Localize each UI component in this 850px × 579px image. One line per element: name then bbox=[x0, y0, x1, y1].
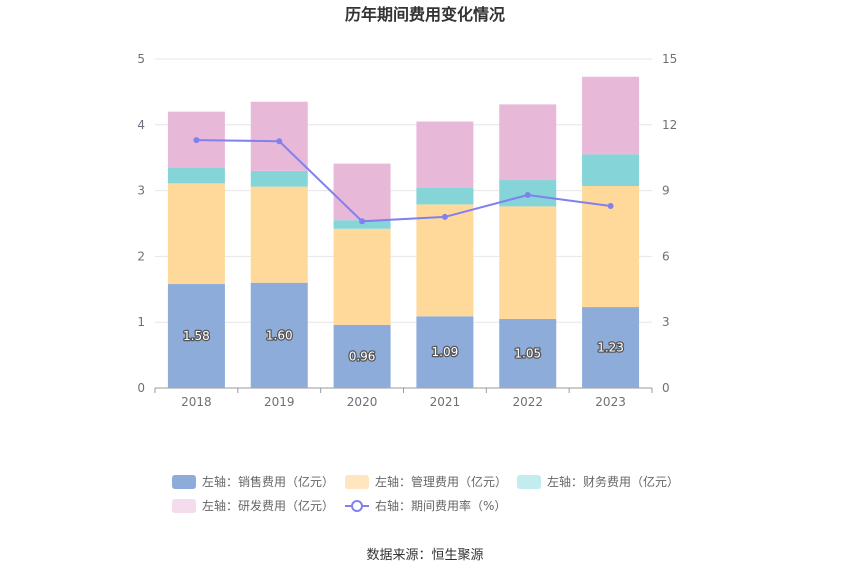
legend-label: 左轴：管理费用（亿元） bbox=[375, 474, 507, 489]
legend-line-marker bbox=[351, 500, 363, 512]
legend-item-5[interactable]: 右轴：期间费用率（%） bbox=[345, 498, 506, 513]
bar-segment-4 bbox=[499, 104, 557, 181]
left-axis-tick-label: 0 bbox=[137, 381, 145, 395]
legend-item-1[interactable]: 左轴：销售费用（亿元） bbox=[172, 474, 334, 489]
legend-swatch bbox=[345, 475, 369, 489]
left-axis-tick-label: 1 bbox=[137, 315, 145, 329]
bars bbox=[167, 76, 640, 388]
rate-point bbox=[441, 213, 448, 220]
legend-label: 右轴：期间费用率（%） bbox=[375, 498, 506, 513]
bar-segment-1 bbox=[582, 307, 640, 388]
left-axis-tick-label: 2 bbox=[137, 249, 145, 263]
right-axis-tick-label: 12 bbox=[662, 118, 677, 132]
legend-item-2[interactable]: 左轴：管理费用（亿元） bbox=[345, 474, 507, 489]
bar-segment-4 bbox=[582, 76, 640, 155]
legend-item-4[interactable]: 左轴：研发费用（亿元） bbox=[172, 498, 334, 513]
bar-segment-3 bbox=[333, 220, 391, 229]
bar-data-label: 1.09 bbox=[432, 345, 459, 359]
bar-segment-2 bbox=[333, 228, 391, 325]
right-axis-tick-label: 0 bbox=[662, 381, 670, 395]
right-axis-tick-label: 9 bbox=[662, 184, 670, 198]
rate-point bbox=[193, 137, 200, 144]
bar-segment-1 bbox=[333, 324, 391, 388]
left-axis-tick-label: 4 bbox=[137, 118, 145, 132]
bar-segment-2 bbox=[250, 186, 308, 283]
legend-label: 左轴：研发费用（亿元） bbox=[202, 498, 334, 513]
right-axis-tick-label: 15 bbox=[662, 52, 677, 66]
right-axis-tick-label: 3 bbox=[662, 315, 670, 329]
bar-segment-2 bbox=[499, 206, 557, 319]
bar-segment-3 bbox=[167, 167, 225, 184]
rate-point bbox=[359, 218, 366, 225]
bar-segment-3 bbox=[416, 187, 474, 205]
bar-data-label: 1.05 bbox=[514, 346, 541, 360]
rate-point bbox=[524, 191, 531, 198]
legend-label: 左轴：财务费用（亿元） bbox=[547, 474, 679, 489]
source-note: 数据来源：恒生聚源 bbox=[366, 548, 483, 563]
legend-item-3[interactable]: 左轴：财务费用（亿元） bbox=[517, 474, 679, 489]
legend-label: 左轴：销售费用（亿元） bbox=[202, 474, 334, 489]
rate-point bbox=[607, 202, 614, 209]
rate-series-line bbox=[196, 139, 611, 223]
x-axis-tick-label: 2022 bbox=[512, 395, 543, 409]
bar-data-label: 1.23 bbox=[597, 341, 624, 355]
x-axis-tick-label: 2019 bbox=[264, 395, 295, 409]
bar-data-label: 1.58 bbox=[183, 329, 210, 343]
bar-segment-1 bbox=[167, 284, 225, 388]
left-axis-tick-label: 3 bbox=[137, 184, 145, 198]
grid-lines bbox=[155, 58, 652, 323]
legend-swatch bbox=[172, 475, 196, 489]
bar-segment-1 bbox=[499, 318, 557, 388]
rate-line bbox=[193, 137, 614, 225]
rate-point bbox=[276, 138, 283, 145]
bar-segment-2 bbox=[167, 183, 225, 285]
bar-segment-3 bbox=[250, 170, 308, 187]
bar-segment-1 bbox=[250, 282, 308, 388]
x-axis-tick-label: 2023 bbox=[595, 395, 626, 409]
left-axis-tick-label: 5 bbox=[137, 52, 145, 66]
right-axis-tick-label: 6 bbox=[662, 249, 670, 263]
data-labels: 1.58 1.60 0.96 1.09 1.05 1.23 bbox=[182, 327, 625, 365]
chart-title: 历年期间费用变化情况 bbox=[345, 5, 505, 24]
bar-data-label: 1.60 bbox=[266, 328, 293, 342]
legend-swatch bbox=[517, 475, 541, 489]
bar-segment-2 bbox=[416, 204, 474, 317]
bar-data-label: 0.96 bbox=[349, 349, 376, 363]
legend: 左轴：销售费用（亿元） 左轴：管理费用（亿元） 左轴：财务费用（亿元） 左轴：研发费用… bbox=[172, 474, 679, 513]
x-axis-tick-label: 2018 bbox=[181, 395, 212, 409]
bar-segment-3 bbox=[582, 154, 640, 186]
bar-segment-4 bbox=[416, 121, 474, 188]
bar-segment-1 bbox=[416, 316, 474, 388]
x-axis-tick-label: 2020 bbox=[347, 395, 378, 409]
bar-segment-4 bbox=[333, 163, 391, 221]
x-axis-tick-label: 2021 bbox=[430, 395, 461, 409]
legend-swatch bbox=[172, 499, 196, 513]
